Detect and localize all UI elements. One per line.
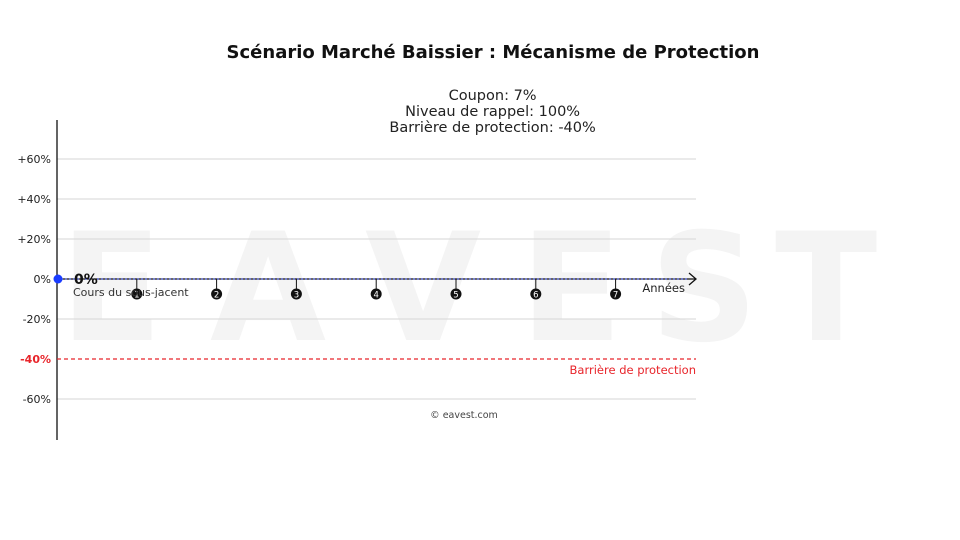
watermark-letter: T (775, 202, 877, 376)
year-marker-label: 7 (613, 291, 618, 301)
barrier-parameter-label: Barrière de protection: -40% (389, 120, 596, 136)
y-tick-label: +60% (17, 153, 51, 166)
series-point (53, 274, 63, 284)
coupon-label: Coupon: 7% (448, 88, 537, 104)
watermark-letter: V (365, 202, 481, 376)
year-marker (610, 288, 622, 300)
x-axis-arrow (688, 272, 697, 286)
chart-title: Scénario Marché Baissier : Mécanisme de … (226, 42, 760, 63)
series-label: Cours du sous-jacent (73, 286, 189, 299)
year-marker-label: 4 (373, 291, 378, 301)
year-marker (370, 288, 382, 300)
year-marker (211, 288, 223, 300)
watermark-letter: S (650, 202, 758, 376)
year-marker (131, 288, 143, 300)
year-marker-label: 3 (294, 291, 299, 301)
credit-text: © eavest.com (430, 410, 498, 421)
start-value-label: 0% (74, 272, 98, 288)
year-marker (290, 288, 302, 300)
year-marker-label: 2 (214, 291, 219, 301)
y-tick-label: -40% (20, 353, 51, 366)
year-marker-label: 5 (453, 291, 458, 301)
barrier-label: Barrière de protection (570, 363, 696, 377)
y-tick-label: +40% (17, 193, 51, 206)
x-axis-label: Années (642, 281, 685, 295)
y-tick-label: 0% (34, 273, 51, 286)
chart-parameters: Coupon: 7% Niveau de rappel: 100% Barriè… (0, 72, 960, 136)
year-marker (450, 288, 462, 300)
year-marker-label: 1 (134, 291, 139, 301)
watermark-letter: A (210, 202, 326, 376)
year-marker-label: 6 (533, 291, 538, 301)
y-tick-label: +20% (17, 233, 51, 246)
year-marker (530, 288, 542, 300)
y-tick-label: -60% (23, 393, 51, 406)
y-tick-label: -20% (23, 313, 51, 326)
recall-level-label: Niveau de rappel: 100% (405, 104, 581, 120)
watermark-letter: E (60, 202, 162, 376)
